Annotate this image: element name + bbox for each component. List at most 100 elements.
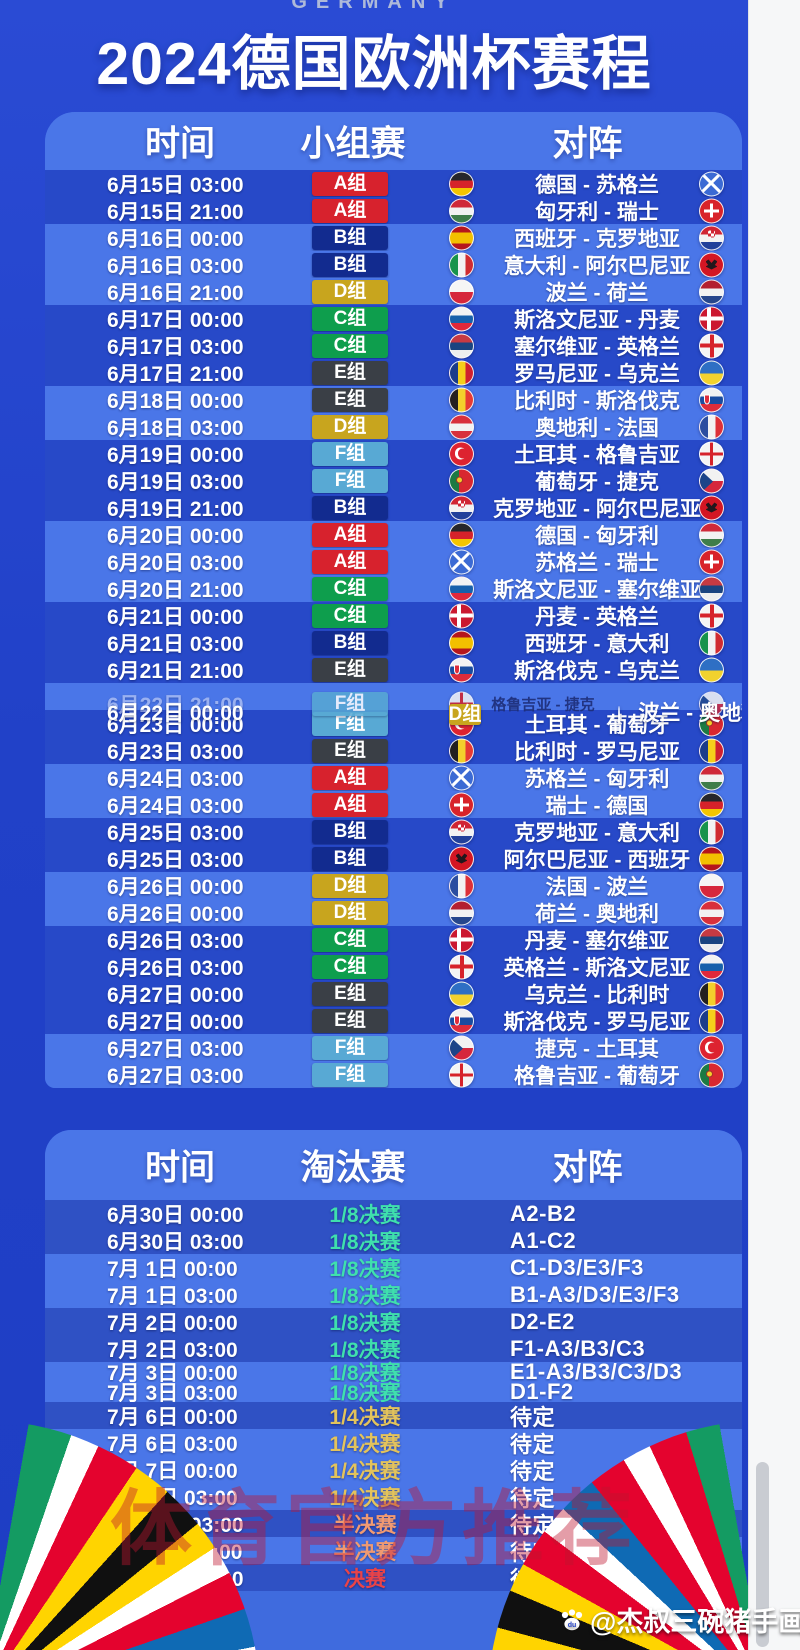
match-pairing: B1-A3/D3/E3/F3 <box>510 1281 680 1307</box>
group-badge: D组 <box>448 703 482 725</box>
watermark-text: 体育官方推荐 <box>109 1484 639 1575</box>
flag-scotland-icon <box>449 765 474 790</box>
match-teams: 土耳其 - 葡萄牙 <box>524 713 670 737</box>
flag-italy-icon <box>699 630 724 655</box>
match-time: 6月18日 00:00 <box>107 389 244 413</box>
stage-label: 1/8决赛 <box>329 1284 401 1308</box>
match-teams: 捷克 - 土耳其 <box>535 1037 659 1061</box>
match-pairing: 待定 <box>510 1458 556 1484</box>
match-time: 6月17日 00:00 <box>107 308 244 332</box>
match-teams: 比利时 - 罗马尼亚 <box>514 740 680 764</box>
flag-spain-icon <box>449 630 474 655</box>
flag-serbia-icon <box>699 927 724 952</box>
flag-hungary-icon <box>699 765 724 790</box>
stage-label: 1/8决赛 <box>329 1338 401 1362</box>
match-teams: 德国 - 匈牙利 <box>535 524 659 548</box>
match-time: 6月23日 00:00 <box>107 713 244 737</box>
stage-label: 1/8决赛 <box>329 1257 401 1281</box>
flag-czech-icon <box>699 468 724 493</box>
flag-switzerland-icon <box>699 549 724 574</box>
scrollbar-thumb[interactable] <box>756 1462 769 1647</box>
match-time: 6月26日 03:00 <box>107 956 244 980</box>
match-teams: 英格兰 - 斯洛文尼亚 <box>503 956 691 980</box>
flag-georgia-icon <box>699 441 724 466</box>
match-teams: 比利时 - 斯洛伐克 <box>514 389 680 413</box>
match-row: 6月25日 03:00 B组 克罗地亚 - 意大利 <box>45 818 742 845</box>
group-stage-rows: 6月15日 03:00 A组 德国 - 苏格兰 6月15日 21:00 A组 匈牙利 - … <box>45 170 742 1088</box>
match-row: 6月26日 00:00 D组 法国 - 波兰 <box>45 872 742 899</box>
match-pairing: D2-E2 <box>510 1308 575 1334</box>
match-pairing: 待定 <box>510 1485 556 1511</box>
match-row: 6月16日 00:00 B组 西班牙 - 克罗地亚 <box>45 224 742 251</box>
match-teams: 斯洛文尼亚 - 丹麦 <box>514 308 680 332</box>
knockout-row: 6月30日 00:00 1/8决赛 A2-B2 <box>45 1200 742 1227</box>
match-row: 6月18日 00:00 E组 比利时 - 斯洛伐克 <box>45 386 742 413</box>
flag-albania-icon <box>699 495 724 520</box>
header-time: 时间 <box>144 1148 215 1188</box>
group-badge: E组 <box>312 360 388 385</box>
match-teams: 奥地利 - 法国 <box>535 416 659 440</box>
match-row: 6月26日 00:00 D组 荷兰 - 奥地利 <box>45 899 742 926</box>
group-badge: B组 <box>312 630 388 655</box>
match-teams: 乌克兰 - 比利时 <box>524 983 670 1007</box>
group-badge: F组 <box>312 711 388 736</box>
match-time: 6月20日 00:00 <box>107 524 244 548</box>
match-time: 6月27日 00:00 <box>107 1010 244 1034</box>
match-time: 6月30日 03:00 <box>107 1230 244 1254</box>
schedule-poster: GERMANY 2024德国欧洲杯赛程 时间 小组赛 对阵 6月15日 03:0… <box>0 0 748 1650</box>
match-pairing: A2-B2 <box>510 1200 577 1226</box>
match-row: 6月20日 03:00 A组 苏格兰 - 瑞士 <box>45 548 742 575</box>
match-pairing: F1-A3/B3/C3 <box>510 1335 646 1361</box>
match-pairing: 待定 <box>510 1404 556 1430</box>
group-badge: E组 <box>312 657 388 682</box>
group-badge: A组 <box>312 792 388 817</box>
match-time: 6月25日 03:00 <box>107 848 244 872</box>
match-row: 6月17日 03:00 C组 塞尔维亚 - 英格兰 <box>45 332 742 359</box>
match-time: 6月22日 00:00 <box>107 701 244 725</box>
group-badge: D组 <box>312 279 388 304</box>
group-badge: B组 <box>312 252 388 277</box>
flag-switzerland-icon <box>449 792 474 817</box>
match-row: 6月27日 03:00 F组 捷克 - 土耳其 <box>45 1034 742 1061</box>
stage-label: 1/4决赛 <box>329 1486 401 1510</box>
group-badge: C组 <box>312 576 388 601</box>
flag-austria-icon <box>699 900 724 925</box>
match-row: 6月15日 21:00 A组 匈牙利 - 瑞士 <box>45 197 742 224</box>
group-badge: A组 <box>312 198 388 223</box>
match-row: 6月23日 03:00 E组 比利时 - 罗马尼亚 <box>45 737 742 764</box>
match-row: 6月26日 03:00 C组 丹麦 - 塞尔维亚 <box>45 926 742 953</box>
match-row: 6月21日 03:00 B组 西班牙 - 意大利 <box>45 629 742 656</box>
flag-ukraine-icon <box>449 981 474 1006</box>
flag-belgium-icon <box>449 738 474 763</box>
group-badge: C组 <box>312 927 388 952</box>
group-badge: A组 <box>312 765 388 790</box>
match-teams: 斯洛文尼亚 - 塞尔维亚 <box>493 578 701 602</box>
match-time: 6月27日 00:00 <box>107 983 244 1007</box>
flag-georgia-icon <box>449 1062 474 1087</box>
match-row: 6月16日 21:00 D组 波兰 - 荷兰 <box>45 278 742 305</box>
match-time: 6月15日 21:00 <box>107 200 244 224</box>
flag-croatia-icon <box>449 495 474 520</box>
match-teams: 克罗地亚 - 阿尔巴尼亚 <box>493 497 701 521</box>
match-time: 6月18日 03:00 <box>107 416 244 440</box>
match-row: 6月24日 03:00 A组 苏格兰 - 匈牙利 <box>45 764 742 791</box>
knockout-row: 7月 2日 00:00 1/8决赛 D2-E2 <box>45 1308 742 1335</box>
match-time: 6月19日 21:00 <box>107 497 244 521</box>
flag-slovenia-icon <box>699 954 724 979</box>
flag-romania-icon <box>449 360 474 385</box>
flag-switzerland-icon <box>699 198 724 223</box>
match-time: 6月20日 21:00 <box>107 578 244 602</box>
match-teams: 塞尔维亚 - 英格兰 <box>514 335 680 359</box>
flag-denmark-icon <box>449 927 474 952</box>
knockout-header: 时间 淘汰赛 对阵 <box>45 1130 742 1200</box>
match-row: 6月15日 03:00 A组 德国 - 苏格兰 <box>45 170 742 197</box>
group-badge: F组 <box>312 1062 388 1087</box>
match-pairing: E1-A3/B3/C3/D3 <box>510 1359 683 1384</box>
match-teams: 法国 - 波兰 <box>545 875 649 899</box>
match-time: 6月21日 21:00 <box>107 659 244 683</box>
flag-italy-icon <box>699 819 724 844</box>
group-stage-header: 时间 小组赛 对阵 <box>45 112 742 170</box>
stage-label: 1/4决赛 <box>329 1432 401 1456</box>
match-row: 6月25日 03:00 B组 阿尔巴尼亚 - 西班牙 <box>45 845 742 872</box>
flag-croatia-icon <box>449 819 474 844</box>
